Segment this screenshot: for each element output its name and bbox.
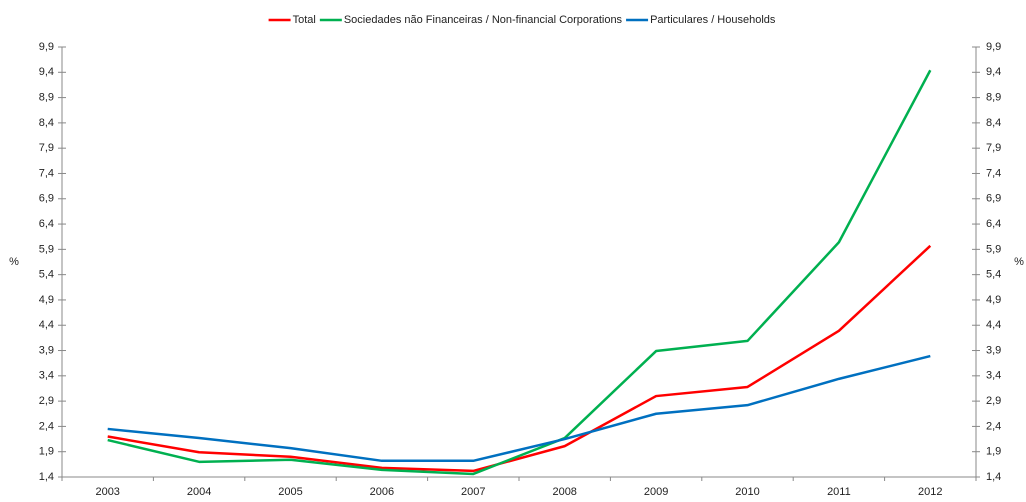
y-tick-label: 1,4 xyxy=(39,471,54,483)
y-axis-label: % xyxy=(9,256,19,268)
y2-tick-label: 2,9 xyxy=(986,395,1001,407)
y2-tick-label: 3,9 xyxy=(986,344,1001,356)
y-tick-label: 4,4 xyxy=(39,319,54,331)
y2-tick-label: 9,4 xyxy=(986,66,1001,78)
series-line xyxy=(107,69,932,476)
y-tick-label: 7,9 xyxy=(39,142,54,154)
y-tick-label: 3,4 xyxy=(39,370,54,382)
y2-tick-label: 1,4 xyxy=(986,471,1001,483)
x-tick-label: 2011 xyxy=(827,486,851,497)
y2-tick-label: 3,4 xyxy=(986,370,1001,382)
y-tick-label: 4,9 xyxy=(39,294,54,306)
y-tick-label: 1,9 xyxy=(39,446,54,458)
y-tick-label: 9,9 xyxy=(39,41,54,53)
y2-tick-label: 7,9 xyxy=(986,142,1001,154)
y2-tick-label: 4,4 xyxy=(986,319,1001,331)
y-tick-label: 9,4 xyxy=(39,66,54,78)
y2-tick-label: 7,4 xyxy=(986,167,1001,179)
y-tick-label: 6,4 xyxy=(39,218,54,230)
y-tick-label: 2,9 xyxy=(39,395,54,407)
legend-label: Particulares / Households xyxy=(650,14,776,26)
series-line xyxy=(107,354,931,463)
y-tick-label: 8,9 xyxy=(39,91,54,103)
y-tick-label: 7,4 xyxy=(39,167,54,179)
y-tick-label: 5,4 xyxy=(39,269,54,281)
x-tick-label: 2006 xyxy=(370,486,394,497)
y-tick-label: 6,9 xyxy=(39,193,54,205)
y2-tick-label: 5,4 xyxy=(986,269,1001,281)
y2-tick-label: 8,9 xyxy=(986,91,1001,103)
y2-tick-label: 1,9 xyxy=(986,446,1001,458)
y2-tick-label: 6,4 xyxy=(986,218,1001,230)
x-tick-label: 2005 xyxy=(278,486,302,497)
y-tick-label: 2,4 xyxy=(39,420,54,432)
x-tick-label: 2012 xyxy=(918,486,942,497)
y2-tick-label: 8,4 xyxy=(986,117,1001,129)
y2-tick-label: 4,9 xyxy=(986,294,1001,306)
y2-tick-label: 2,4 xyxy=(986,420,1001,432)
x-tick-label: 2007 xyxy=(461,486,485,497)
x-tick-label: 2010 xyxy=(735,486,759,497)
y-tick-label: 8,4 xyxy=(39,117,54,129)
legend-label: Total xyxy=(293,14,316,26)
x-tick-label: 2008 xyxy=(552,486,576,497)
y2-axis-label: % xyxy=(1014,256,1024,268)
x-tick-label: 2004 xyxy=(187,486,211,497)
x-tick-label: 2003 xyxy=(95,486,119,497)
y2-tick-label: 9,9 xyxy=(986,41,1001,53)
series-line xyxy=(107,244,932,473)
y2-tick-label: 6,9 xyxy=(986,193,1001,205)
legend-label: Sociedades não Financeiras / Non-financi… xyxy=(344,14,623,26)
y-tick-label: 5,9 xyxy=(39,243,54,255)
y-tick-label: 3,9 xyxy=(39,344,54,356)
y2-tick-label: 5,9 xyxy=(986,243,1001,255)
x-tick-label: 2009 xyxy=(644,486,668,497)
